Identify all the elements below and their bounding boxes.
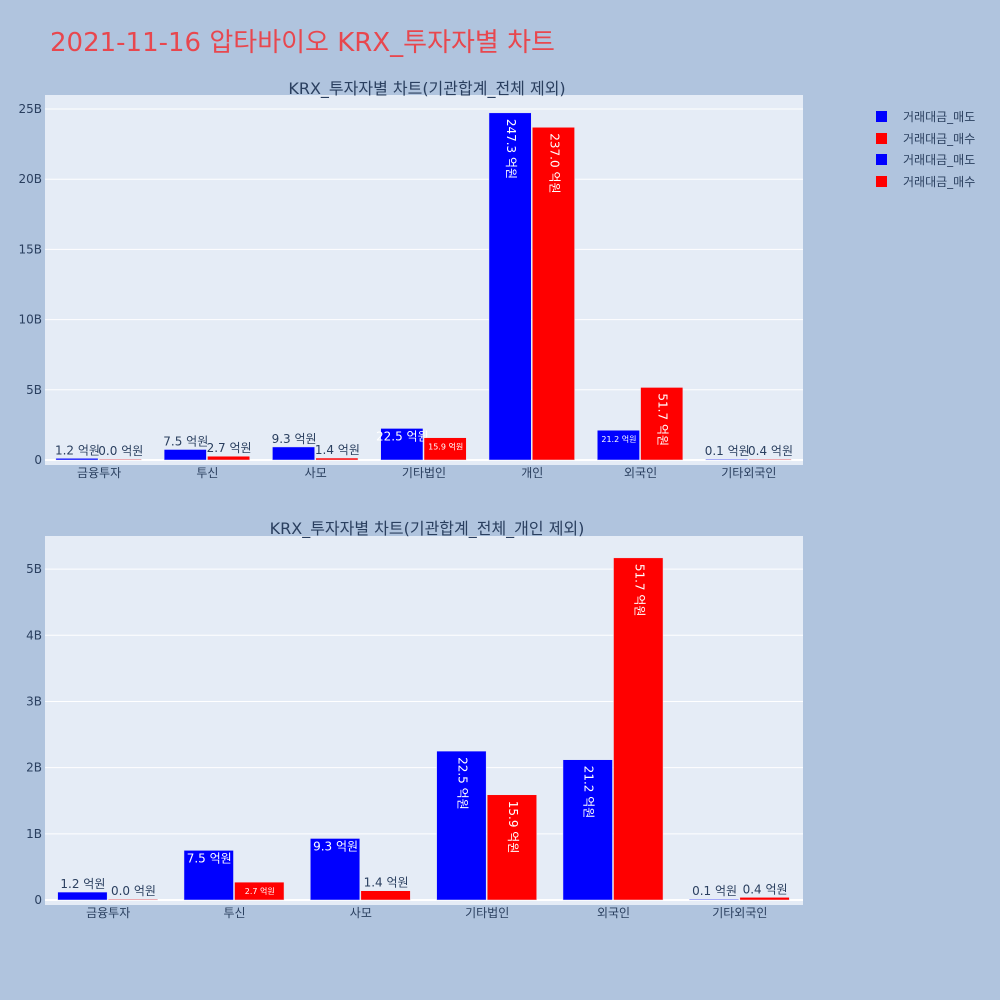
plot-background bbox=[45, 536, 803, 905]
y-tick-label: 1B bbox=[26, 827, 42, 841]
y-tick-label: 2B bbox=[26, 761, 42, 775]
bar bbox=[705, 458, 749, 461]
legend-label: 거래대금_매수 bbox=[903, 131, 976, 146]
data-label: 2.7 억원 bbox=[207, 441, 252, 455]
bar bbox=[739, 897, 790, 901]
data-label: 1.4 억원 bbox=[315, 443, 360, 457]
data-label: 51.7 억원 bbox=[656, 393, 670, 446]
x-tick-label: 투신 bbox=[196, 466, 218, 480]
bar bbox=[183, 850, 234, 901]
data-label: 0.1 억원 bbox=[705, 444, 750, 458]
data-label: 9.3 억원 bbox=[313, 839, 358, 853]
bar bbox=[436, 750, 487, 901]
data-label: 0.4 억원 bbox=[748, 444, 793, 458]
chart-title: KRX_투자자별 차트(기관합계_전체 제외) bbox=[288, 79, 565, 99]
x-tick-label: 개인 bbox=[521, 466, 543, 480]
bar bbox=[98, 458, 142, 461]
bar bbox=[640, 387, 684, 461]
x-tick-label: 금융투자 bbox=[86, 906, 130, 920]
legend-swatch bbox=[876, 111, 887, 123]
x-tick-label: 외국인 bbox=[624, 466, 657, 480]
bar bbox=[272, 446, 315, 461]
data-label: 0.1 억원 bbox=[692, 884, 737, 898]
bar bbox=[380, 428, 424, 461]
bar bbox=[613, 557, 664, 901]
data-label: 51.7 억원 bbox=[632, 564, 646, 617]
data-label: 237.0 억원 bbox=[547, 133, 561, 193]
bar bbox=[532, 127, 575, 461]
bar bbox=[360, 890, 411, 901]
x-tick-label: 기타법인 bbox=[402, 466, 446, 480]
data-label: 21.2 억원 bbox=[601, 434, 636, 444]
data-label: 1.4 억원 bbox=[364, 876, 409, 890]
y-tick-label: 25B bbox=[18, 102, 42, 116]
y-tick-label: 4B bbox=[26, 628, 42, 642]
legend-label: 거래대금_매도 bbox=[903, 110, 976, 125]
data-label: 15.9 억원 bbox=[506, 801, 520, 854]
data-label: 15.9 억원 bbox=[428, 442, 463, 452]
bar bbox=[310, 838, 361, 901]
y-tick-label: 0 bbox=[34, 893, 42, 907]
bar bbox=[55, 458, 99, 461]
data-label: 2.7 억원 bbox=[245, 886, 275, 896]
legend-item[interactable]: 거래대금_매수 bbox=[876, 128, 975, 150]
legend-item[interactable]: 거래대금_매도 bbox=[876, 106, 975, 128]
bar bbox=[207, 455, 250, 461]
bar bbox=[486, 794, 537, 901]
legend-swatch bbox=[876, 132, 887, 144]
bar bbox=[689, 898, 740, 901]
bar bbox=[423, 437, 467, 461]
bar bbox=[234, 881, 285, 901]
legend: 거래대금_매도 거래대금_매수 거래대금_매도 거래대금_매수 bbox=[876, 106, 975, 192]
x-tick-label: 사모 bbox=[305, 466, 327, 480]
legend-label: 거래대금_매도 bbox=[903, 153, 976, 168]
data-label: 22.5 억원 bbox=[455, 757, 469, 810]
legend-swatch bbox=[876, 154, 887, 166]
x-tick-label: 투신 bbox=[223, 906, 245, 920]
data-label: 21.2 억원 bbox=[582, 766, 596, 819]
x-tick-label: 기타외국인 bbox=[721, 466, 776, 480]
y-tick-label: 10B bbox=[18, 313, 42, 327]
chart-title: KRX_투자자별 차트(기관합계_전체_개인 제외) bbox=[270, 519, 585, 539]
bar bbox=[107, 898, 158, 901]
page-title: 2021-11-16 압타바이오 KRX_투자자별 차트 bbox=[50, 28, 555, 58]
bar bbox=[748, 458, 792, 461]
legend-item[interactable]: 거래대금_매수 bbox=[876, 171, 975, 193]
plot-background bbox=[45, 95, 803, 465]
x-tick-label: 사모 bbox=[350, 906, 372, 920]
legend-swatch bbox=[876, 175, 887, 187]
x-tick-label: 금융투자 bbox=[77, 466, 121, 480]
x-tick-label: 기타법인 bbox=[465, 906, 509, 920]
data-label: 0.0 억원 bbox=[98, 444, 143, 458]
y-tick-label: 5B bbox=[26, 562, 42, 576]
x-tick-label: 외국인 bbox=[597, 906, 630, 920]
data-label: 7.5 억원 bbox=[163, 434, 208, 448]
data-label: 0.4 억원 bbox=[743, 882, 788, 896]
bar bbox=[488, 112, 532, 461]
legend-item[interactable]: 거래대금_매도 bbox=[876, 149, 975, 171]
data-label: 7.5 억원 bbox=[187, 851, 232, 865]
bar bbox=[163, 449, 207, 461]
bar bbox=[597, 429, 640, 461]
bar bbox=[562, 759, 613, 901]
y-tick-label: 20B bbox=[18, 172, 42, 186]
data-label: 247.3 억원 bbox=[504, 119, 518, 179]
data-label: 22.5 억원 bbox=[376, 429, 429, 443]
y-tick-label: 0 bbox=[34, 453, 42, 467]
data-label: 1.2 억원 bbox=[60, 877, 105, 891]
bar bbox=[57, 891, 108, 901]
y-tick-label: 15B bbox=[18, 242, 42, 256]
data-label: 1.2 억원 bbox=[55, 443, 100, 457]
legend-label: 거래대금_매수 bbox=[903, 174, 976, 189]
data-label: 9.3 억원 bbox=[272, 432, 317, 446]
x-tick-label: 기타외국인 bbox=[712, 906, 767, 920]
y-tick-label: 5B bbox=[26, 383, 42, 397]
bar bbox=[315, 457, 359, 461]
y-tick-label: 3B bbox=[26, 694, 42, 708]
data-label: 0.0 억원 bbox=[111, 884, 156, 898]
